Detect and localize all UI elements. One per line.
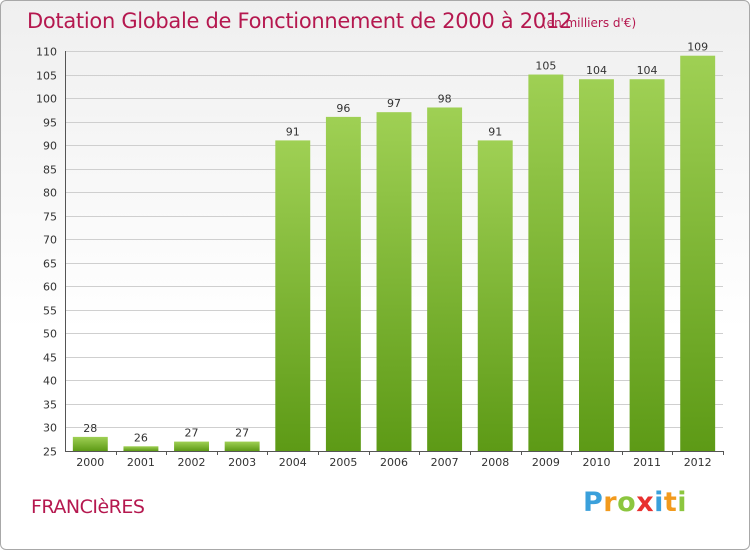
x-tick-label: 2001 <box>127 456 155 469</box>
y-tick-label: 40 <box>43 375 57 388</box>
axes <box>65 51 724 455</box>
logo-letter: o <box>617 487 637 518</box>
x-tick-label: 2003 <box>228 456 256 469</box>
y-tick-label: 55 <box>43 305 57 318</box>
y-tick-label: 105 <box>36 70 57 83</box>
proxiti-logo: Proxiti <box>583 487 687 518</box>
y-tick-label: 85 <box>43 164 57 177</box>
bar <box>578 79 614 451</box>
data-label: 105 <box>535 60 556 73</box>
y-tick-label: 25 <box>43 446 57 459</box>
bar <box>174 441 210 451</box>
y-tick-label: 35 <box>43 399 57 412</box>
y-tick-label: 45 <box>43 352 57 365</box>
bar <box>427 107 463 452</box>
bars <box>72 55 716 452</box>
bar <box>629 79 665 451</box>
x-tick-label: 2012 <box>684 456 712 469</box>
bar <box>680 55 716 452</box>
y-tick-label: 95 <box>43 117 57 130</box>
bar <box>123 446 159 451</box>
logo-letter: i <box>654 487 664 518</box>
y-tick-label: 65 <box>43 258 57 271</box>
y-tick-label: 50 <box>43 328 57 341</box>
x-tick-label: 2005 <box>329 456 357 469</box>
x-tick-label: 2009 <box>532 456 560 469</box>
bar <box>72 436 108 451</box>
data-label: 91 <box>488 125 502 138</box>
labels: 25 30 35 40 45 50 55 60 65 70 75 80 85 90 95 100 105 110 2… <box>36 41 712 469</box>
bar <box>376 112 412 452</box>
bar <box>325 116 361 451</box>
data-label: 28 <box>83 422 97 435</box>
data-label: 104 <box>637 64 658 77</box>
data-label: 27 <box>235 427 249 440</box>
logo-letter: i <box>677 487 688 518</box>
x-tick-label: 2004 <box>279 456 307 469</box>
data-label: 109 <box>687 41 708 54</box>
y-tick-label: 90 <box>43 140 57 153</box>
data-label: 96 <box>336 102 350 115</box>
chart-title: Dotation Globale de Fonctionnement de 20… <box>27 9 572 33</box>
data-label: 104 <box>586 64 607 77</box>
data-label: 98 <box>438 92 452 105</box>
y-tick-label: 110 <box>36 46 57 59</box>
y-tick-label: 60 <box>43 281 57 294</box>
y-tick-label: 75 <box>43 211 57 224</box>
logo-letter: r <box>603 487 618 518</box>
bar <box>275 140 311 452</box>
x-tick-label: 2010 <box>582 456 610 469</box>
data-label: 91 <box>286 125 300 138</box>
logo-letter: x <box>636 487 655 518</box>
y-tick-label: 30 <box>43 422 57 435</box>
bar <box>477 140 513 452</box>
y-tick-label: 100 <box>36 93 57 106</box>
y-tick-label: 80 <box>43 187 57 200</box>
bar <box>528 74 564 451</box>
commune-name: FRANCIèRES <box>31 496 145 518</box>
x-tick-label: 2011 <box>633 456 661 469</box>
chart-unit: (en milliers d'€) <box>542 16 637 30</box>
logo-letter: t <box>663 487 678 518</box>
x-tick-label: 2006 <box>380 456 408 469</box>
logo-letter: P <box>583 487 604 518</box>
data-label: 27 <box>185 427 199 440</box>
data-label: 97 <box>387 97 401 110</box>
x-tick-label: 2000 <box>76 456 104 469</box>
x-tick-label: 2002 <box>178 456 206 469</box>
data-label: 26 <box>134 431 148 444</box>
y-tick-label: 70 <box>43 234 57 247</box>
bar <box>224 441 260 451</box>
x-tick-label: 2007 <box>431 456 459 469</box>
x-tick-label: 2008 <box>481 456 509 469</box>
